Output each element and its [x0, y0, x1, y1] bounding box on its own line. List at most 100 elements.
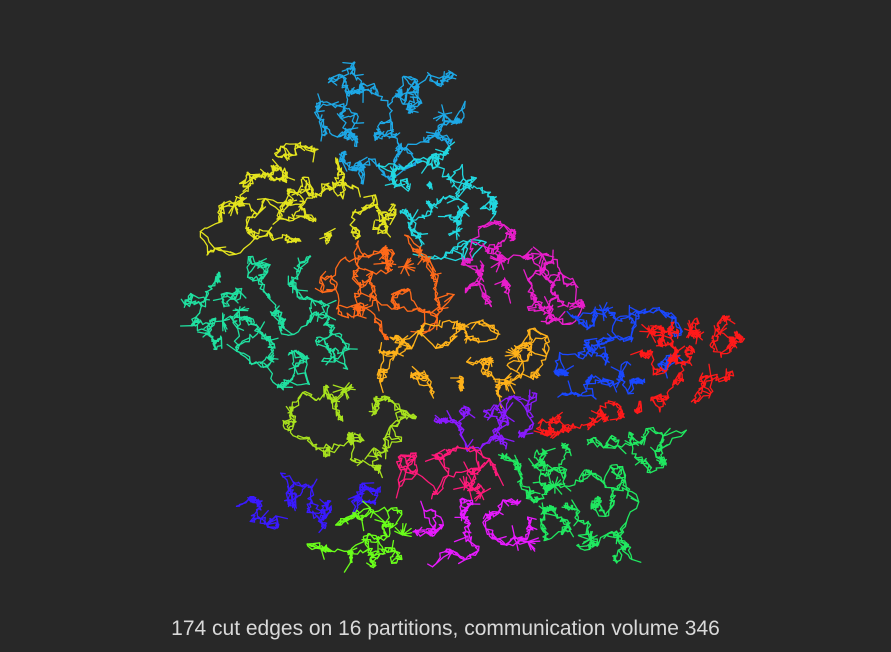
graph-edge — [490, 404, 497, 417]
graph-edge — [319, 274, 333, 281]
graph-edge — [344, 128, 352, 133]
graph-edge — [563, 301, 577, 308]
graph-edge — [552, 258, 562, 274]
graph-edge — [404, 234, 421, 249]
graph-edge — [438, 319, 441, 327]
graph-edge — [425, 200, 434, 211]
graph-edge — [444, 293, 455, 303]
graph-edge — [463, 321, 478, 328]
graph-edge — [296, 436, 310, 440]
graph-edge — [371, 269, 389, 275]
graph-edge — [453, 486, 466, 490]
graph-edge — [319, 270, 327, 278]
graph-edge — [255, 262, 271, 267]
graph-edge — [432, 155, 438, 168]
graph-edge — [382, 335, 389, 341]
graph-edge — [226, 343, 238, 352]
graph-edge — [497, 389, 500, 398]
graph-edge — [554, 369, 568, 375]
graph-edge — [255, 173, 263, 177]
graph-edge — [651, 398, 661, 413]
graph-edge — [510, 347, 518, 356]
graph-edge — [627, 490, 640, 503]
graph-edge — [399, 342, 413, 350]
graph-edge — [533, 452, 543, 462]
graph-edge — [447, 445, 460, 453]
graph-edge — [553, 507, 558, 518]
graph-edge — [358, 282, 362, 289]
graph-edge — [724, 370, 728, 381]
graph-edge — [620, 361, 628, 373]
graph-edge — [311, 478, 318, 489]
graph-edge — [378, 251, 388, 261]
graph-edge — [602, 310, 607, 319]
graph-edge — [361, 507, 372, 520]
graph-edge — [407, 219, 413, 229]
graph-edge — [321, 288, 337, 294]
graph-edge — [336, 113, 341, 118]
graph-edge — [492, 434, 501, 440]
graph-edge — [305, 189, 314, 197]
graph-edge — [518, 462, 522, 471]
graph-edge — [374, 204, 381, 214]
graph-edge — [437, 123, 445, 135]
graph-edge — [511, 229, 517, 241]
graph-edge — [265, 518, 278, 525]
graph-edge — [502, 498, 518, 503]
graph-edge — [339, 106, 347, 118]
graph-edge — [657, 354, 671, 365]
graph-edge — [250, 498, 261, 504]
graph-edge — [593, 436, 605, 449]
graph-edge — [275, 152, 287, 158]
graph-edge — [544, 268, 550, 281]
graph-edge — [403, 265, 415, 272]
graph-edge — [288, 422, 295, 431]
graph-edge — [249, 517, 262, 523]
graph-edge — [353, 137, 359, 148]
graph-edge — [356, 461, 363, 467]
graph-edge — [398, 289, 411, 292]
graph-edge — [421, 164, 428, 174]
graph-edge — [476, 321, 495, 330]
graph-edge — [272, 218, 281, 225]
graph-edge — [478, 333, 500, 343]
graph-edge — [411, 452, 417, 455]
graph-edge — [343, 386, 353, 390]
graph-edge — [300, 206, 307, 218]
graph-edge — [286, 188, 292, 193]
graph-edge — [525, 494, 533, 502]
graph-edge — [559, 351, 580, 359]
graph-edge — [331, 101, 340, 106]
graph-edge — [658, 325, 666, 337]
graph-edge — [479, 260, 485, 267]
graph-edge — [588, 541, 595, 550]
graph-edge — [447, 230, 457, 235]
graph-edge — [391, 539, 395, 551]
graph-edge — [221, 314, 225, 322]
graph-edge — [481, 221, 505, 227]
graph-edge — [204, 290, 210, 300]
graph-edge — [598, 343, 609, 356]
graph-edge — [518, 360, 525, 378]
graph-edge — [657, 362, 669, 367]
graph-edge — [391, 166, 397, 178]
graph-edge — [620, 411, 625, 420]
graph-edge — [330, 75, 344, 83]
graph-edge — [457, 203, 468, 213]
graph-edge — [327, 232, 333, 237]
graph-edge — [548, 416, 555, 424]
graph-edge — [429, 74, 439, 86]
graph-edge — [699, 372, 704, 379]
graph-edge — [598, 339, 610, 346]
graph-edge — [317, 519, 326, 526]
partition-11 — [433, 389, 538, 453]
graph-edge — [321, 187, 335, 194]
graph-edge — [289, 406, 293, 416]
graph-edge — [510, 236, 516, 241]
graph-edge — [218, 203, 224, 224]
graph-edge — [339, 183, 347, 200]
graph-edge — [530, 496, 541, 503]
graph-edge — [640, 458, 648, 465]
graph-edge — [690, 329, 701, 332]
